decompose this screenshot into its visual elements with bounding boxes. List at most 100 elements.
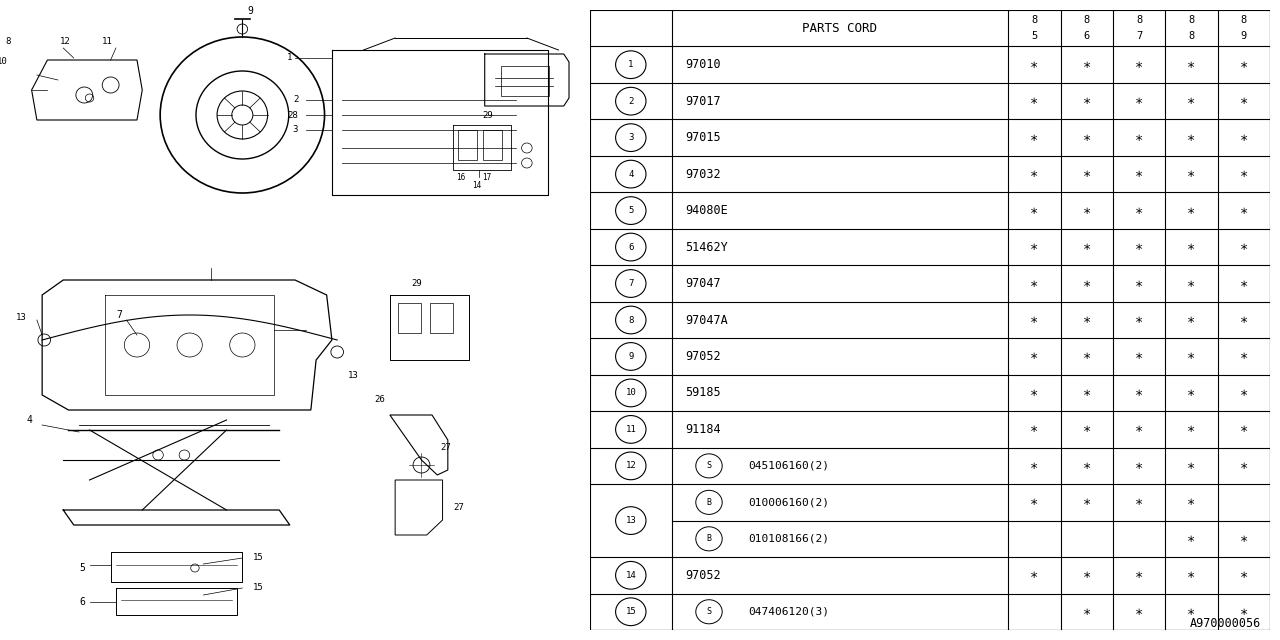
Text: ∗: ∗	[1239, 94, 1248, 108]
Text: 10: 10	[0, 58, 8, 67]
Text: 8: 8	[1240, 15, 1247, 25]
Text: ∗: ∗	[1083, 349, 1091, 364]
Text: 97015: 97015	[685, 131, 721, 144]
Text: ∗: ∗	[1239, 58, 1248, 72]
Text: ∗: ∗	[1030, 276, 1038, 291]
Text: ∗: ∗	[1188, 568, 1196, 582]
Text: ∗: ∗	[1083, 204, 1091, 218]
Text: ∗: ∗	[1239, 313, 1248, 327]
Text: 15: 15	[626, 607, 636, 616]
Text: ∗: ∗	[1188, 349, 1196, 364]
Text: 8: 8	[1135, 15, 1142, 25]
Text: 97047A: 97047A	[685, 314, 728, 326]
Text: B: B	[707, 534, 712, 543]
Text: 3: 3	[293, 125, 298, 134]
Text: ∗: ∗	[1030, 204, 1038, 218]
Text: ∗: ∗	[1135, 276, 1143, 291]
Text: 045106160(2): 045106160(2)	[749, 461, 829, 471]
Text: ∗: ∗	[1030, 131, 1038, 145]
Text: ∗: ∗	[1239, 349, 1248, 364]
Text: ∗: ∗	[1083, 605, 1091, 619]
Text: 94080E: 94080E	[685, 204, 728, 217]
Text: 28: 28	[288, 111, 298, 120]
Text: ∗: ∗	[1188, 422, 1196, 436]
Text: 97047: 97047	[685, 277, 721, 290]
Text: 010108166(2): 010108166(2)	[749, 534, 829, 544]
Text: 13: 13	[348, 371, 358, 380]
Bar	[500, 66, 549, 96]
Text: A970000056: A970000056	[1189, 618, 1261, 630]
Text: 9: 9	[247, 6, 253, 16]
Text: ∗: ∗	[1239, 459, 1248, 473]
Text: 97052: 97052	[685, 350, 721, 363]
Text: 14: 14	[626, 571, 636, 580]
Text: ∗: ∗	[1135, 204, 1143, 218]
Text: 1: 1	[628, 60, 634, 69]
Text: 51462Y: 51462Y	[685, 241, 728, 253]
Text: ∗: ∗	[1135, 422, 1143, 436]
Text: ∗: ∗	[1135, 605, 1143, 619]
Text: 8: 8	[1084, 15, 1089, 25]
Text: 7: 7	[116, 310, 122, 320]
Text: ∗: ∗	[1030, 386, 1038, 400]
Text: 16: 16	[456, 173, 466, 182]
Text: 12: 12	[60, 38, 70, 47]
Text: ∗: ∗	[1188, 386, 1196, 400]
Text: ∗: ∗	[1239, 240, 1248, 254]
Text: 8: 8	[5, 38, 10, 47]
Text: 7: 7	[1135, 31, 1142, 42]
Text: ∗: ∗	[1030, 240, 1038, 254]
Text: ∗: ∗	[1083, 568, 1091, 582]
Text: 13: 13	[15, 314, 27, 323]
Text: ∗: ∗	[1188, 167, 1196, 181]
Bar	[458, 130, 477, 160]
Text: 15: 15	[253, 554, 264, 563]
Text: B: B	[707, 498, 712, 507]
Text: 8: 8	[1188, 31, 1194, 42]
Text: ∗: ∗	[1030, 422, 1038, 436]
Text: ∗: ∗	[1135, 313, 1143, 327]
Text: ∗: ∗	[1188, 532, 1196, 546]
Text: 5: 5	[628, 206, 634, 215]
Text: ∗: ∗	[1188, 131, 1196, 145]
Text: ∗: ∗	[1083, 167, 1091, 181]
Text: 14: 14	[472, 180, 481, 189]
Text: ∗: ∗	[1083, 386, 1091, 400]
Text: 26: 26	[374, 396, 385, 404]
Text: ∗: ∗	[1135, 240, 1143, 254]
Text: ∗: ∗	[1083, 94, 1091, 108]
Text: 1: 1	[287, 54, 292, 63]
Text: ∗: ∗	[1083, 313, 1091, 327]
Text: ∗: ∗	[1239, 204, 1248, 218]
Text: 6: 6	[79, 597, 84, 607]
Text: S: S	[707, 461, 712, 470]
Text: 8: 8	[1032, 15, 1038, 25]
Text: ∗: ∗	[1083, 495, 1091, 509]
Text: ∗: ∗	[1188, 313, 1196, 327]
Text: 010006160(2): 010006160(2)	[749, 497, 829, 508]
Text: ∗: ∗	[1030, 459, 1038, 473]
Text: S: S	[707, 607, 712, 616]
Text: 15: 15	[253, 584, 264, 593]
Text: 91184: 91184	[685, 423, 721, 436]
Text: ∗: ∗	[1188, 94, 1196, 108]
Text: ∗: ∗	[1188, 58, 1196, 72]
Text: ∗: ∗	[1135, 349, 1143, 364]
Text: ∗: ∗	[1083, 459, 1091, 473]
Text: 13: 13	[626, 516, 636, 525]
Text: 5: 5	[1032, 31, 1038, 42]
Text: ∗: ∗	[1083, 131, 1091, 145]
Text: 27: 27	[440, 442, 452, 451]
Text: ∗: ∗	[1030, 349, 1038, 364]
Text: ∗: ∗	[1135, 94, 1143, 108]
Text: ∗: ∗	[1083, 58, 1091, 72]
Text: ∗: ∗	[1030, 568, 1038, 582]
Text: 11: 11	[626, 425, 636, 434]
Bar	[430, 303, 453, 333]
Text: 9: 9	[628, 352, 634, 361]
Text: 11: 11	[102, 38, 113, 47]
Text: ∗: ∗	[1030, 313, 1038, 327]
Text: ∗: ∗	[1135, 568, 1143, 582]
Text: 5: 5	[79, 563, 84, 573]
Text: 7: 7	[628, 279, 634, 288]
